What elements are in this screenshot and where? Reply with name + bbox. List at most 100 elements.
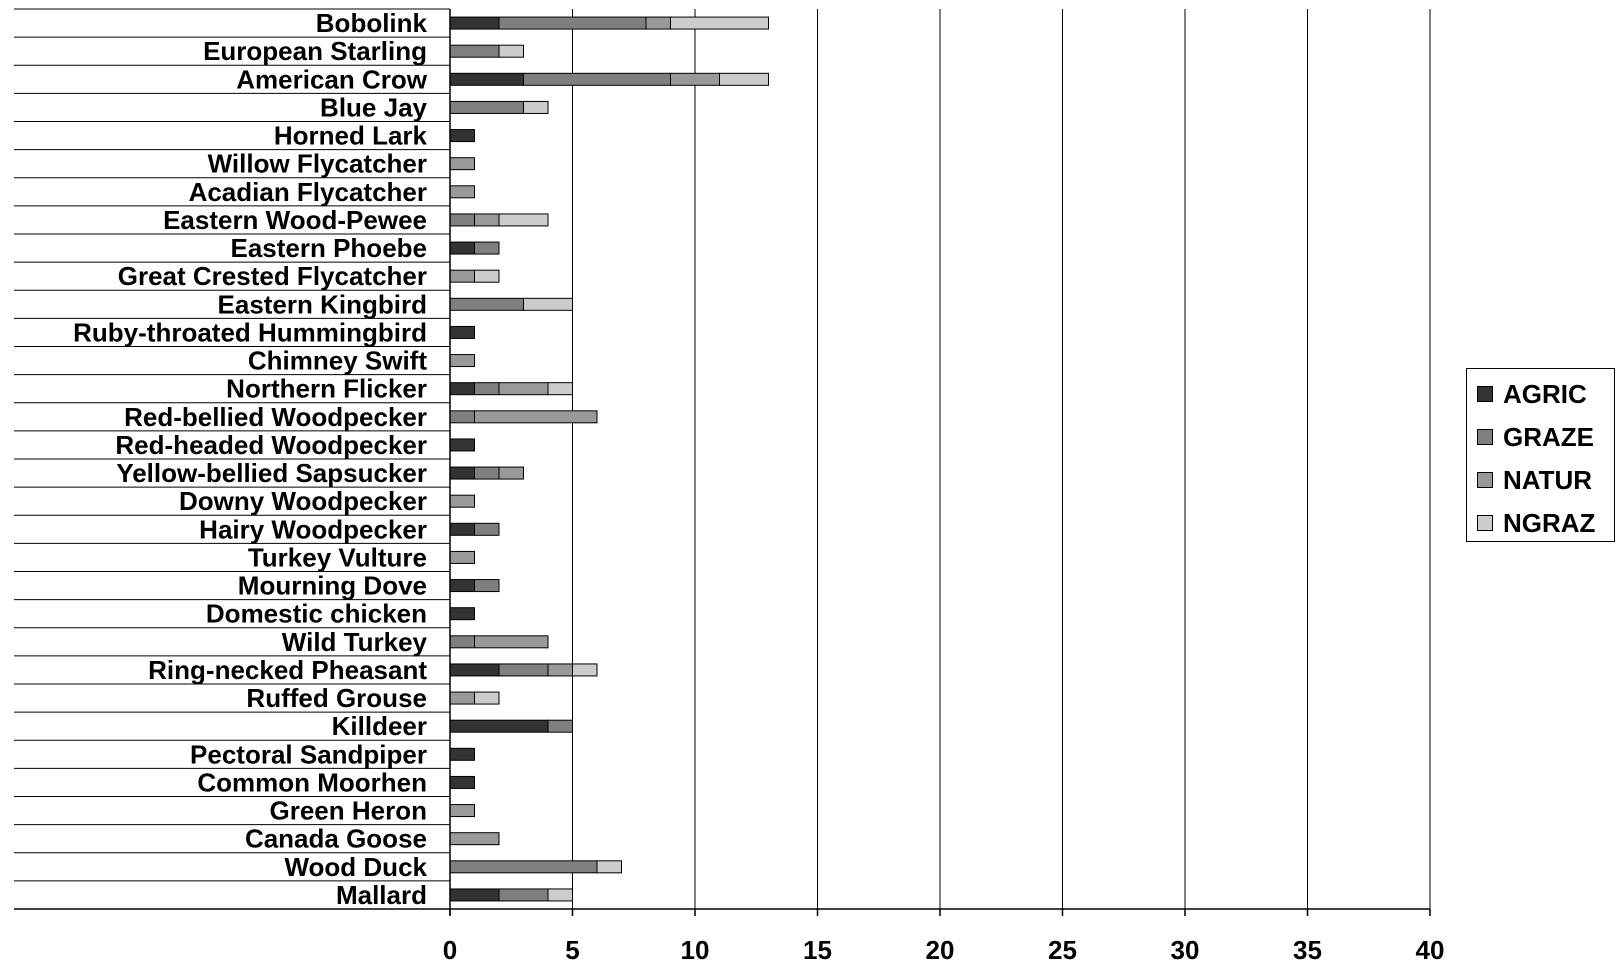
legend-label-ngraz: NGRAZ xyxy=(1503,507,1596,538)
category-label: Turkey Vulture xyxy=(248,542,427,572)
category-label: Mourning Dove xyxy=(238,571,427,601)
bar-segment-agric xyxy=(449,129,475,143)
bar-segment-ngraz xyxy=(670,16,769,30)
bar-segment-natur xyxy=(449,804,475,818)
category-label: Hairy Woodpecker xyxy=(199,514,427,544)
category-label: Chimney Swift xyxy=(248,346,427,376)
category-label: Yellow-bellied Sapsucker xyxy=(116,458,427,488)
x-tick-label: 10 xyxy=(681,935,710,965)
category-label: Common Moorhen xyxy=(197,767,427,797)
legend-label-graze: GRAZE xyxy=(1503,421,1594,452)
bar-segment-natur xyxy=(449,832,500,846)
bar-segment-natur xyxy=(670,72,720,86)
bar-segment-natur xyxy=(498,466,524,480)
gridlines xyxy=(572,9,1431,909)
bar-segment-agric xyxy=(449,607,475,621)
category-label: Ring-necked Pheasant xyxy=(148,655,427,685)
bar-segment-agric xyxy=(449,382,475,396)
legend-swatch-natur xyxy=(1477,472,1493,488)
bar-segment-natur xyxy=(498,382,549,396)
bar-segment-ngraz xyxy=(474,269,500,283)
category-label: Eastern Kingbird xyxy=(218,289,427,319)
bar-segment-agric xyxy=(449,719,549,733)
category-label: Downy Woodpecker xyxy=(179,486,427,516)
bar-segment-natur xyxy=(449,157,475,171)
bar-segment-agric xyxy=(449,522,475,536)
category-label: Red-headed Woodpecker xyxy=(115,430,427,460)
legend-swatch-graze xyxy=(1477,429,1493,445)
bar-segment-ngraz xyxy=(547,888,573,902)
bar-segment-graze xyxy=(449,410,475,424)
bar-segment-agric xyxy=(449,72,524,86)
bar-segment-graze xyxy=(523,72,671,86)
bar-segment-agric xyxy=(449,888,500,902)
category-label: Canada Goose xyxy=(245,824,427,854)
bar-segment-natur xyxy=(474,410,598,424)
bar-segment-agric xyxy=(449,663,500,677)
x-tick-label: 20 xyxy=(926,935,955,965)
bar-segment-natur xyxy=(547,663,573,677)
x-tick-label: 35 xyxy=(1293,935,1322,965)
bar-segment-ngraz xyxy=(498,44,524,58)
bar-segment-agric xyxy=(449,775,475,789)
bar-segment-graze xyxy=(449,297,524,311)
bar-segment-ngraz xyxy=(474,691,500,705)
legend-item-agric: AGRIC xyxy=(1477,379,1587,409)
x-tick-label: 30 xyxy=(1171,935,1200,965)
x-tick-label: 0 xyxy=(443,935,457,965)
bar-segment-agric xyxy=(449,579,475,593)
bar-segment-graze xyxy=(474,466,500,480)
bar-segment-natur xyxy=(449,354,475,368)
category-label: Eastern Wood-Pewee xyxy=(163,205,427,235)
category-label: Ruffed Grouse xyxy=(246,683,427,713)
category-label: Pectoral Sandpiper xyxy=(190,739,427,769)
bar-segment-graze xyxy=(449,635,475,649)
bar-segment-graze xyxy=(449,213,475,227)
bars xyxy=(449,16,769,902)
category-label: American Crow xyxy=(236,64,427,94)
category-label: Red-bellied Woodpecker xyxy=(124,402,427,432)
legend-swatch-agric xyxy=(1477,386,1493,402)
bar-segment-graze xyxy=(498,888,549,902)
bar-segment-graze xyxy=(547,719,573,733)
tick-labels: 0 5 10 15 20 25 30 35 40 xyxy=(443,935,1445,965)
bar-segment-ngraz xyxy=(596,860,622,874)
x-tick-label: 15 xyxy=(803,935,832,965)
bar-segment-graze xyxy=(474,382,500,396)
category-label: Wild Turkey xyxy=(282,627,428,657)
bar-segment-graze xyxy=(474,241,500,255)
bar-segment-graze xyxy=(449,44,500,58)
category-label: Green Heron xyxy=(270,796,428,826)
x-tick-label: 5 xyxy=(565,935,579,965)
bar-segment-ngraz xyxy=(523,100,549,114)
bar-segment-natur xyxy=(449,269,475,283)
bar-segment-natur xyxy=(449,691,475,705)
bar-segment-ngraz xyxy=(572,663,598,677)
bar-segment-agric xyxy=(449,325,475,339)
category-label: Northern Flicker xyxy=(226,374,427,404)
bar-segment-natur xyxy=(645,16,671,30)
bar-segment-graze xyxy=(474,579,500,593)
bar-segment-ngraz xyxy=(547,382,573,396)
x-tick-label: 25 xyxy=(1048,935,1077,965)
bar-segment-graze xyxy=(498,663,549,677)
category-label: Domestic chicken xyxy=(206,599,427,629)
category-label: Willow Flycatcher xyxy=(208,149,427,179)
bar-segment-agric xyxy=(449,438,475,452)
legend-label-natur: NATUR xyxy=(1503,464,1593,495)
category-label: Blue Jay xyxy=(320,92,427,122)
legend-item-graze: GRAZE xyxy=(1477,422,1594,452)
category-label: Mallard xyxy=(336,880,427,910)
row-separators xyxy=(14,8,450,910)
bar-segment-agric xyxy=(449,466,475,480)
bar-segment-graze xyxy=(449,860,598,874)
category-label: Eastern Phoebe xyxy=(230,233,427,263)
bar-segment-natur xyxy=(474,635,549,649)
legend: AGRIC GRAZE NATUR NGRAZ xyxy=(1466,368,1615,542)
category-label: Great Crested Flycatcher xyxy=(118,261,427,291)
x-tick-label: 40 xyxy=(1416,935,1445,965)
bar-segment-agric xyxy=(449,241,475,255)
legend-label-agric: AGRIC xyxy=(1503,378,1587,409)
